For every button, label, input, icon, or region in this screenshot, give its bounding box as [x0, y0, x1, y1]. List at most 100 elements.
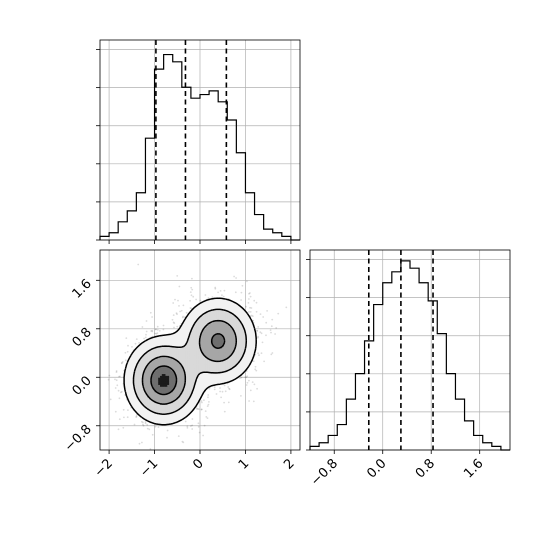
density-cell — [143, 375, 146, 378]
density-cell — [234, 375, 237, 378]
density-cell — [140, 388, 143, 391]
density-cell — [169, 410, 172, 413]
density-cell — [229, 330, 232, 333]
density-cell — [180, 415, 183, 418]
density-cell — [165, 353, 168, 356]
density-cell — [180, 379, 183, 382]
density-cell — [189, 402, 192, 405]
density-cell — [243, 353, 246, 356]
density-cell — [172, 333, 175, 336]
density-cell — [141, 390, 145, 393]
density-cell — [234, 357, 237, 360]
scatter-point — [205, 416, 208, 418]
density-cell — [236, 351, 239, 355]
density-cell — [230, 355, 234, 358]
density-cell — [147, 371, 150, 375]
scatter-point — [142, 424, 145, 427]
density-cell — [198, 355, 201, 358]
density-cell — [223, 362, 226, 365]
density-cell — [150, 408, 154, 411]
density-cell — [138, 368, 141, 371]
density-cell — [149, 388, 152, 391]
density-cell — [230, 360, 234, 364]
density-cell — [200, 344, 203, 347]
density-cell — [225, 375, 228, 378]
density-cell — [220, 337, 223, 340]
density-cell — [169, 350, 172, 353]
density-cell — [143, 348, 146, 351]
density-cell — [218, 328, 221, 331]
density-cell — [149, 353, 152, 356]
density-cell — [130, 368, 134, 371]
density-cell — [234, 355, 237, 358]
density-cell — [169, 359, 172, 362]
density-cell — [198, 362, 201, 365]
density-cell — [181, 399, 185, 402]
density-cell — [185, 377, 188, 380]
density-cell — [145, 417, 148, 420]
density-cell — [183, 328, 186, 331]
density-cell — [136, 402, 139, 405]
density-cell — [130, 379, 134, 382]
density-cell — [150, 377, 154, 380]
density-cell — [238, 364, 241, 367]
density-cell — [185, 380, 188, 384]
density-cell — [189, 324, 192, 327]
scatter-point — [172, 302, 175, 304]
density-cell — [145, 360, 148, 364]
density-cell — [227, 330, 230, 333]
density-cell — [203, 348, 206, 351]
density-cell — [243, 366, 246, 369]
density-cell — [180, 413, 183, 416]
density-cell — [129, 377, 132, 380]
density-cell — [183, 411, 186, 415]
density-cell — [165, 377, 168, 380]
density-cell — [185, 353, 188, 356]
density-cell — [192, 339, 195, 342]
density-cell — [192, 333, 195, 336]
density-cell — [227, 324, 230, 327]
density-cell — [230, 364, 234, 367]
density-cell — [221, 326, 225, 329]
density-cell — [189, 371, 192, 375]
scatter-point — [249, 306, 251, 309]
density-cell — [145, 411, 148, 415]
density-cell — [249, 342, 252, 345]
density-cell — [178, 413, 181, 416]
density-cell — [221, 331, 225, 335]
density-cell — [138, 410, 141, 413]
density-cell — [196, 397, 199, 400]
density-cell — [196, 330, 199, 333]
scatter-point — [186, 425, 189, 428]
density-cell — [190, 366, 194, 369]
density-cell — [229, 370, 232, 373]
density-cell — [232, 344, 235, 347]
density-cell — [178, 357, 181, 360]
density-cell — [156, 402, 159, 405]
density-cell — [200, 384, 203, 387]
density-cell — [150, 368, 154, 371]
density-cell — [234, 351, 237, 355]
density-cell — [252, 333, 255, 336]
density-cell — [145, 386, 148, 389]
density-cell — [194, 360, 197, 364]
density-cell — [172, 402, 175, 405]
scatter-point — [191, 288, 194, 291]
density-cell — [169, 384, 172, 387]
density-cell — [250, 337, 254, 340]
density-cell — [125, 384, 128, 387]
density-cell — [252, 331, 255, 335]
density-cell — [192, 375, 195, 378]
density-cell — [141, 366, 145, 369]
density-cell — [192, 362, 195, 365]
density-cell — [223, 360, 226, 364]
density-cell — [149, 371, 152, 375]
density-cell — [185, 368, 188, 371]
scatter-point — [263, 360, 265, 363]
density-cell — [129, 370, 132, 373]
density-cell — [138, 402, 141, 405]
density-cell — [207, 351, 210, 355]
density-cell — [223, 368, 226, 371]
density-cell — [132, 351, 135, 355]
density-cell — [163, 386, 166, 389]
